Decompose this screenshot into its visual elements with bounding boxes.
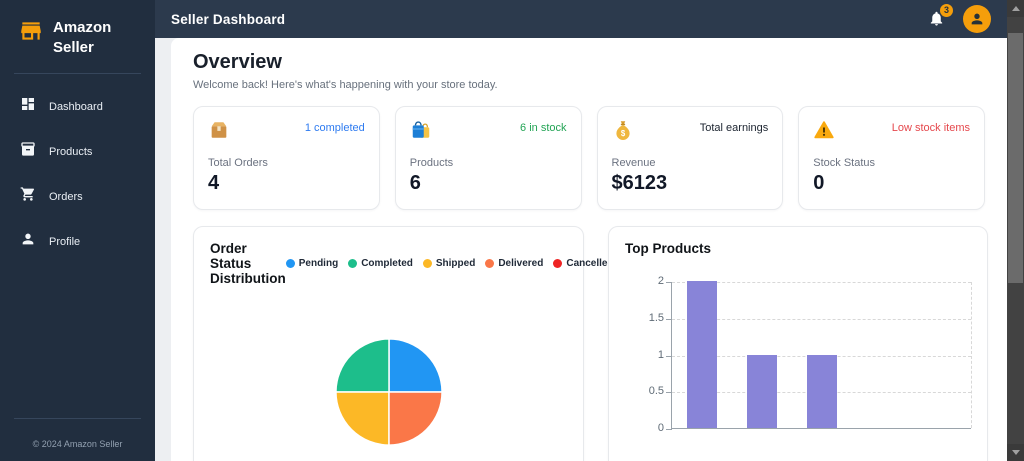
sidebar-nav: Dashboard Products Orders Profile [14, 84, 141, 264]
pie-slice-shipped [334, 391, 390, 446]
stat-value: $6123 [611, 172, 668, 194]
legend-dot [422, 259, 432, 268]
legend-item: Pending [285, 258, 338, 269]
y-axis-tick: 0 [657, 422, 664, 434]
person-icon [20, 231, 36, 252]
shopping-bags-icon [410, 119, 432, 146]
y-axis-tick: 1 [657, 348, 664, 361]
header-actions: 3 [928, 3, 991, 33]
brand-name: Amazon Seller [53, 19, 112, 56]
stat-card-stock-status: Low stock items Stock Status 0 [798, 106, 985, 210]
bell-icon [928, 11, 945, 31]
notifications-button[interactable]: 3 [928, 3, 953, 32]
sidebar: Amazon Seller Dashboard Products Orders [0, 0, 155, 461]
stat-badge: Low stock items [891, 122, 970, 134]
sidebar-footer: © 2024 Amazon Seller [14, 402, 141, 451]
legend-item: Cancelled [553, 258, 614, 269]
stat-card-revenue: $ Total earnings Revenue $6123 [596, 106, 784, 210]
dashboard-grid-icon [20, 96, 36, 117]
page-title: Overview [193, 51, 282, 73]
pie-legend: Pending Completed Shipped Delivered Cancelle… [285, 258, 614, 269]
y-axis-tick: 0.5 [648, 385, 664, 398]
legend-dot [285, 259, 295, 268]
legend-item: Delivered [485, 258, 543, 269]
inventory-box-icon [20, 141, 36, 162]
scrollbar-down-button[interactable] [1007, 444, 1024, 461]
money-bag-icon: $ [612, 119, 634, 146]
page-subtitle: Welcome back! Here's what's happening wi… [193, 79, 498, 91]
legend-dot [485, 259, 495, 268]
legend-item: Completed [348, 258, 413, 269]
stat-value: 6 [409, 172, 421, 194]
bar-chart-title: Top Products [625, 241, 711, 256]
stat-label: Total Orders [208, 157, 268, 169]
stat-label: Revenue [611, 157, 656, 169]
notification-badge: 3 [940, 3, 953, 17]
bar [807, 354, 837, 428]
sidebar-item-dashboard[interactable]: Dashboard [14, 84, 141, 129]
stat-card-total-orders: 1 completed Total Orders 4 [193, 106, 380, 210]
stat-label: Stock Status [813, 157, 876, 169]
svg-text:$: $ [620, 129, 625, 138]
pie-slice-pending [387, 338, 443, 393]
y-axis-tick: 1.5 [648, 311, 664, 324]
scrollbar-up-button[interactable] [1007, 0, 1024, 17]
cart-icon [20, 186, 36, 207]
stat-badge: Total earnings [699, 122, 769, 134]
legend-dot [348, 259, 358, 268]
main-content: Overview Welcome back! Here's what's hap… [155, 38, 1007, 461]
y-axis-tick: 2 [657, 275, 664, 287]
stat-value: 4 [208, 172, 220, 194]
stat-badge: 1 completed [304, 122, 365, 134]
legend-item: Shipped [422, 258, 475, 269]
copyright-text: © 2024 Amazon Seller [32, 439, 123, 449]
scrollbar[interactable] [1007, 0, 1024, 461]
package-icon [208, 119, 230, 146]
sidebar-item-label: Orders [49, 190, 83, 203]
stat-label: Products [409, 157, 454, 169]
store-icon [18, 18, 44, 49]
scrollbar-thumb[interactable] [1008, 33, 1023, 283]
avatar[interactable] [963, 5, 991, 33]
content-panel: Overview Welcome back! Here's what's hap… [171, 38, 1007, 461]
pie-slice-completed [334, 338, 390, 393]
sidebar-divider [14, 73, 141, 74]
stats-row: 1 completed Total Orders 4 6 in stock Pr… [193, 106, 985, 210]
pie-chart [210, 336, 567, 448]
legend-dot [553, 259, 563, 268]
stat-value: 0 [813, 172, 825, 194]
warning-icon [813, 119, 835, 146]
sidebar-item-orders[interactable]: Orders [14, 174, 141, 219]
sidebar-item-profile[interactable]: Profile [14, 219, 141, 264]
charts-row: Order Status Distribution Pending Complet… [193, 226, 988, 461]
pie-chart-title: Order Status Distribution [210, 241, 286, 286]
brand: Amazon Seller [14, 18, 141, 57]
pie-slice-delivered [387, 391, 443, 446]
sidebar-item-label: Profile [49, 235, 81, 248]
bar [687, 281, 717, 428]
sidebar-footer-divider [14, 418, 141, 419]
sidebar-item-label: Products [49, 145, 93, 158]
sidebar-item-products[interactable]: Products [14, 129, 141, 174]
bar-chart-plot: 0 0.5 1 1.5 2 [649, 275, 972, 434]
sidebar-item-label: Dashboard [49, 100, 103, 113]
header: Seller Dashboard 3 [155, 0, 1007, 38]
bar [747, 354, 777, 428]
bar-chart-card: Top Products 0 0.5 1 1.5 2 [608, 226, 988, 461]
page-header-title: Seller Dashboard [171, 11, 286, 27]
stat-card-products: 6 in stock Products 6 [394, 106, 582, 210]
stat-badge: 6 in stock [520, 122, 567, 134]
pie-chart-card: Order Status Distribution Pending Complet… [193, 226, 614, 461]
